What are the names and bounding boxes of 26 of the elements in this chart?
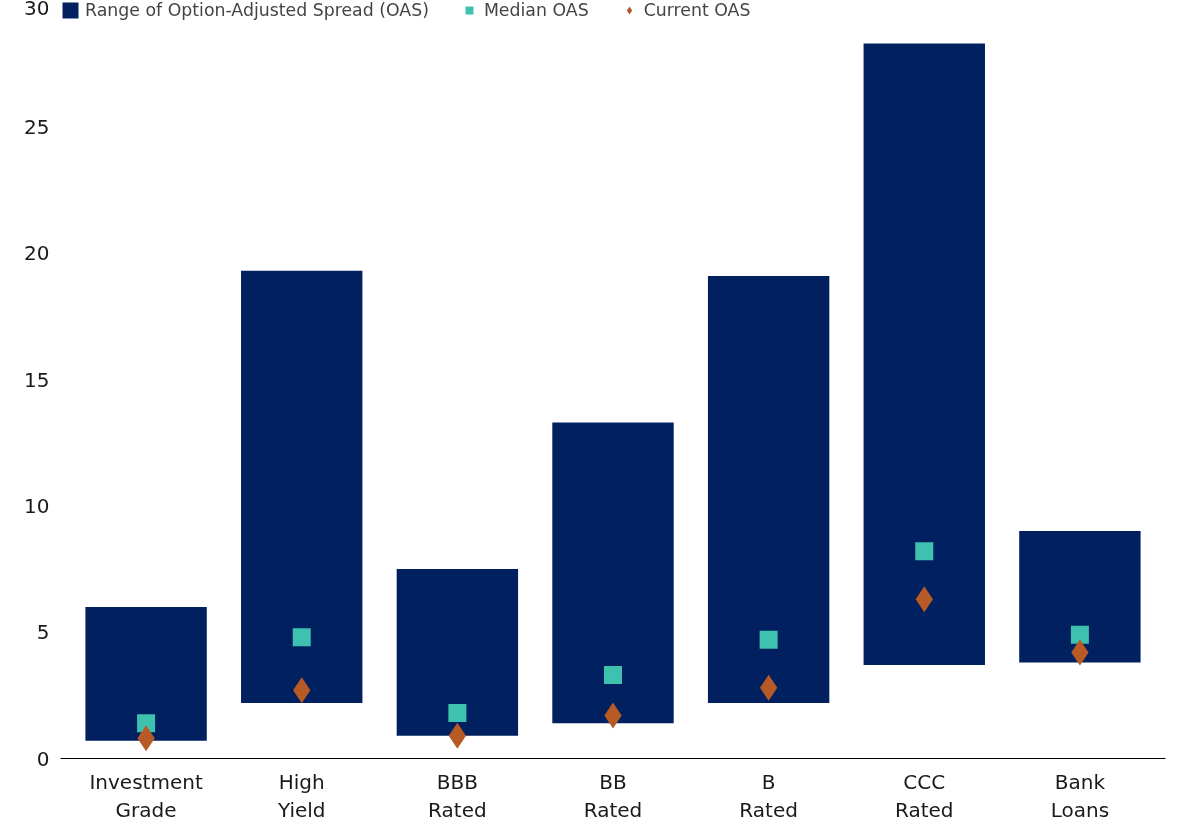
x-tick-label: CCC Rated	[894, 769, 954, 823]
x-tick-label: Investment Grade	[89, 769, 203, 823]
point	[604, 666, 622, 685]
y-tick-label: 10	[24, 493, 50, 518]
x-tick-label: BB Rated	[583, 769, 643, 823]
y-tick-label: 0	[36, 746, 50, 771]
x-tick-label: BBB Rated	[428, 769, 487, 823]
x-tick-label: Bank Loans	[1050, 769, 1110, 823]
point	[137, 714, 156, 733]
x-tick-label: High Yield	[276, 769, 326, 823]
point	[915, 542, 934, 561]
y-tick-label: 15	[24, 367, 50, 392]
y-tick-label: 25	[24, 114, 50, 139]
point	[759, 674, 778, 701]
y-tick-label: 20	[24, 241, 50, 266]
y-tick-label: 30	[24, 0, 50, 20]
legend-label: Current OAS	[643, 0, 751, 20]
point	[292, 628, 311, 647]
x-tick-label: B Rated	[739, 769, 798, 823]
legend-label: Range of Option-Adjusted Spread (OAS)	[85, 0, 429, 20]
point	[759, 630, 778, 649]
point	[1070, 625, 1089, 644]
point	[448, 704, 467, 723]
point	[448, 722, 467, 749]
y-tick-label: 5	[36, 620, 50, 645]
legend-label: Median OAS	[483, 0, 589, 20]
